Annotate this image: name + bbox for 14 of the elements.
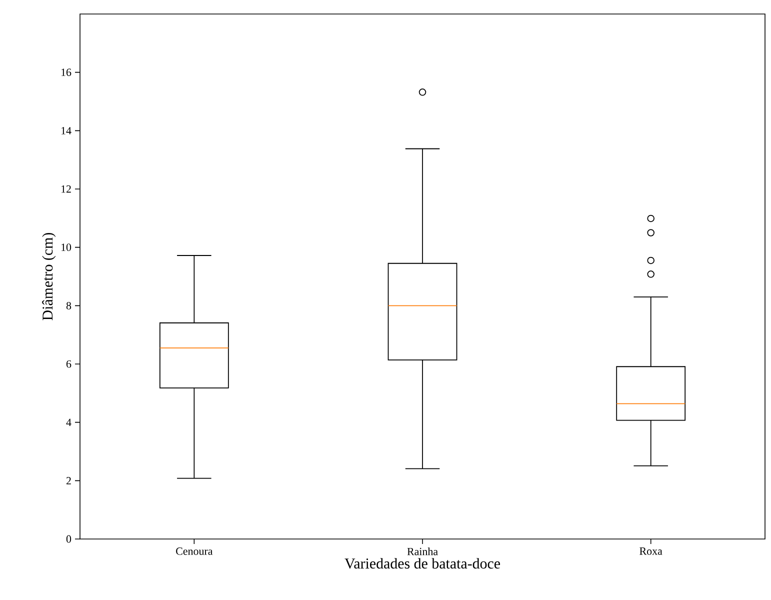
x-tick-label: Roxa	[640, 548, 662, 555]
y-tick-label: 16	[61, 68, 72, 76]
y-tick-label: 14	[61, 127, 72, 134]
y-tick-label: 12	[61, 185, 71, 193]
x-tick-label: Cenoura	[176, 548, 213, 555]
y-tick-label: 8	[66, 302, 72, 310]
x-axis-title: Variedades de batata-doce	[344, 558, 500, 569]
y-tick-label: 4	[66, 418, 72, 426]
y-tick-label: 10	[61, 244, 72, 252]
y-tick-label: 2	[66, 477, 71, 484]
y-tick-label: 6	[66, 360, 72, 368]
y-tick-label: 0	[66, 535, 72, 543]
y-axis-title: Diâmetro (cm)	[42, 232, 56, 320]
x-tick-label: Rainha	[407, 548, 438, 556]
